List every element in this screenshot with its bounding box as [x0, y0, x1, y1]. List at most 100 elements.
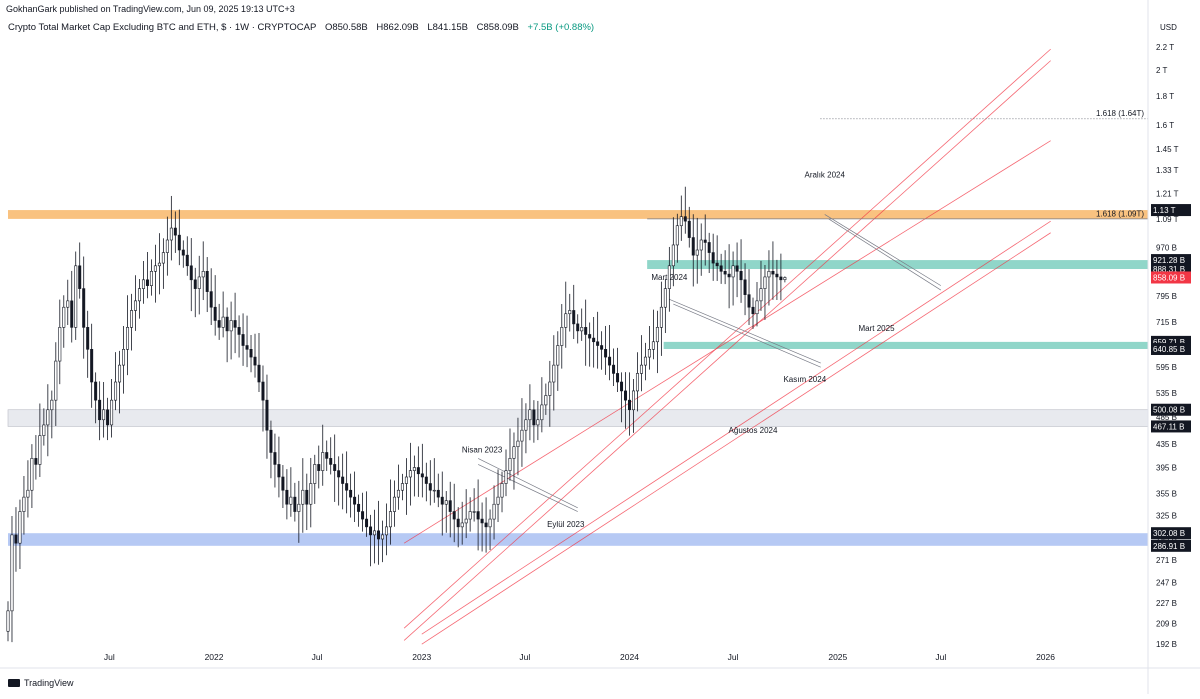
candle-body — [651, 341, 655, 350]
candle-body — [353, 496, 357, 505]
candle-body — [496, 496, 500, 505]
candle-body — [476, 511, 480, 520]
candle-body — [532, 409, 536, 426]
candle-body — [293, 496, 297, 512]
candle-body — [620, 381, 624, 392]
candle-body — [568, 310, 572, 315]
y-tick-label: 192 B — [1156, 640, 1177, 649]
candle-body — [576, 323, 580, 332]
trendline-6 — [828, 218, 942, 291]
candle-body — [436, 489, 440, 498]
y-tick-label: 1.09 T — [1156, 215, 1179, 224]
candle-body — [94, 381, 98, 401]
candle-body — [540, 404, 544, 421]
candle-body — [165, 239, 169, 253]
price-badge — [1151, 403, 1191, 416]
candle-body — [273, 452, 277, 465]
candle-body — [46, 409, 50, 426]
candle-body — [771, 271, 775, 275]
candle-body — [460, 522, 464, 528]
candle-body — [277, 464, 281, 478]
candle-body — [130, 310, 133, 328]
price-badge-label: 1.13 T — [1153, 206, 1176, 215]
channel-line-4 — [421, 220, 1051, 635]
candle-body — [281, 476, 285, 491]
candle-body — [177, 234, 181, 251]
candle-body — [169, 227, 173, 241]
y-tick-label: 209 B — [1156, 619, 1177, 628]
channel-line-2 — [403, 60, 1051, 641]
candle-body — [456, 518, 460, 528]
candle-body — [544, 395, 548, 406]
candle-body — [181, 249, 185, 256]
candle-body — [560, 327, 564, 346]
candle-body — [647, 349, 651, 358]
legend-symbol[interactable]: Crypto Total Market Cap Excluding BTC an… — [8, 22, 317, 33]
legend-low: L841.15B — [427, 22, 468, 33]
candle-body — [22, 496, 26, 512]
annotation-label: Aralık 2024 — [804, 171, 845, 180]
candle-body — [38, 435, 42, 465]
tradingview-footer: TradingView — [8, 678, 74, 688]
y-tick-label: 970 B — [1156, 243, 1177, 252]
candle-body — [301, 489, 305, 505]
x-tick-label: 2026 — [1036, 652, 1055, 662]
y-tick-label: 595 B — [1156, 363, 1177, 372]
price-badge-label: 286.91 B — [1153, 542, 1185, 551]
candle-body — [667, 265, 671, 289]
time-axis: Jul 2022 Jul 2023 Jul 2024 Jul 2025 Jul 2026 — [0, 652, 1200, 669]
candle-body — [193, 279, 197, 289]
channel-layer — [403, 48, 1148, 645]
tradingview-logo-icon — [8, 679, 20, 687]
candle-body — [715, 262, 719, 267]
candle-body — [707, 242, 711, 253]
candle-body — [671, 244, 675, 267]
candle-body — [564, 313, 568, 328]
candle-body — [528, 409, 532, 421]
candle-body — [201, 271, 205, 278]
candle-body — [10, 534, 14, 612]
candle-body — [6, 610, 10, 632]
channel-line-5 — [421, 232, 1051, 645]
zone-teal-upper — [647, 260, 1148, 270]
candle-body — [412, 467, 416, 471]
candle-body — [249, 349, 253, 358]
candle-body — [74, 265, 78, 328]
annotation-layer: Aralık 2024 Mart 2024 Nisan 2023 Eylül 2023… — [462, 109, 1144, 529]
candle-body — [624, 390, 628, 401]
candle-body — [197, 276, 201, 289]
y-tick-label: 1.33 T — [1156, 166, 1179, 175]
trendline-5 — [824, 214, 942, 286]
legend-high: H862.09B — [376, 22, 419, 33]
legend-close: C858.09B — [476, 22, 519, 33]
candle-body — [759, 288, 763, 302]
candle-body — [679, 216, 683, 227]
candle-body — [536, 419, 540, 426]
candle-body — [444, 500, 448, 505]
candle-body — [747, 294, 751, 308]
x-tick-label: Jul — [935, 652, 946, 662]
x-tick-label: 2023 — [412, 652, 431, 662]
candle-body — [345, 483, 349, 491]
x-tick-label: Jul — [104, 652, 115, 662]
candle-body — [361, 511, 365, 520]
candle-body — [253, 356, 257, 366]
candle-body — [349, 489, 353, 498]
candle-body — [783, 277, 787, 280]
annotation-label: Ağustos 2024 — [729, 426, 778, 435]
candle-body — [225, 316, 229, 332]
price-badge — [1151, 539, 1191, 552]
candle-body — [512, 446, 516, 459]
y-tick-label: 535 B — [1156, 389, 1177, 398]
candle-body — [157, 262, 161, 267]
legend-open: O850.58B — [324, 22, 368, 33]
candle-body — [663, 288, 667, 308]
candle-body — [448, 500, 452, 512]
price-badge-label: 640.85 B — [1153, 345, 1185, 354]
annotation-label: Eylül 2023 — [547, 520, 585, 529]
candle-body — [743, 279, 747, 295]
candle-body — [265, 399, 269, 431]
candle-body — [137, 288, 141, 302]
